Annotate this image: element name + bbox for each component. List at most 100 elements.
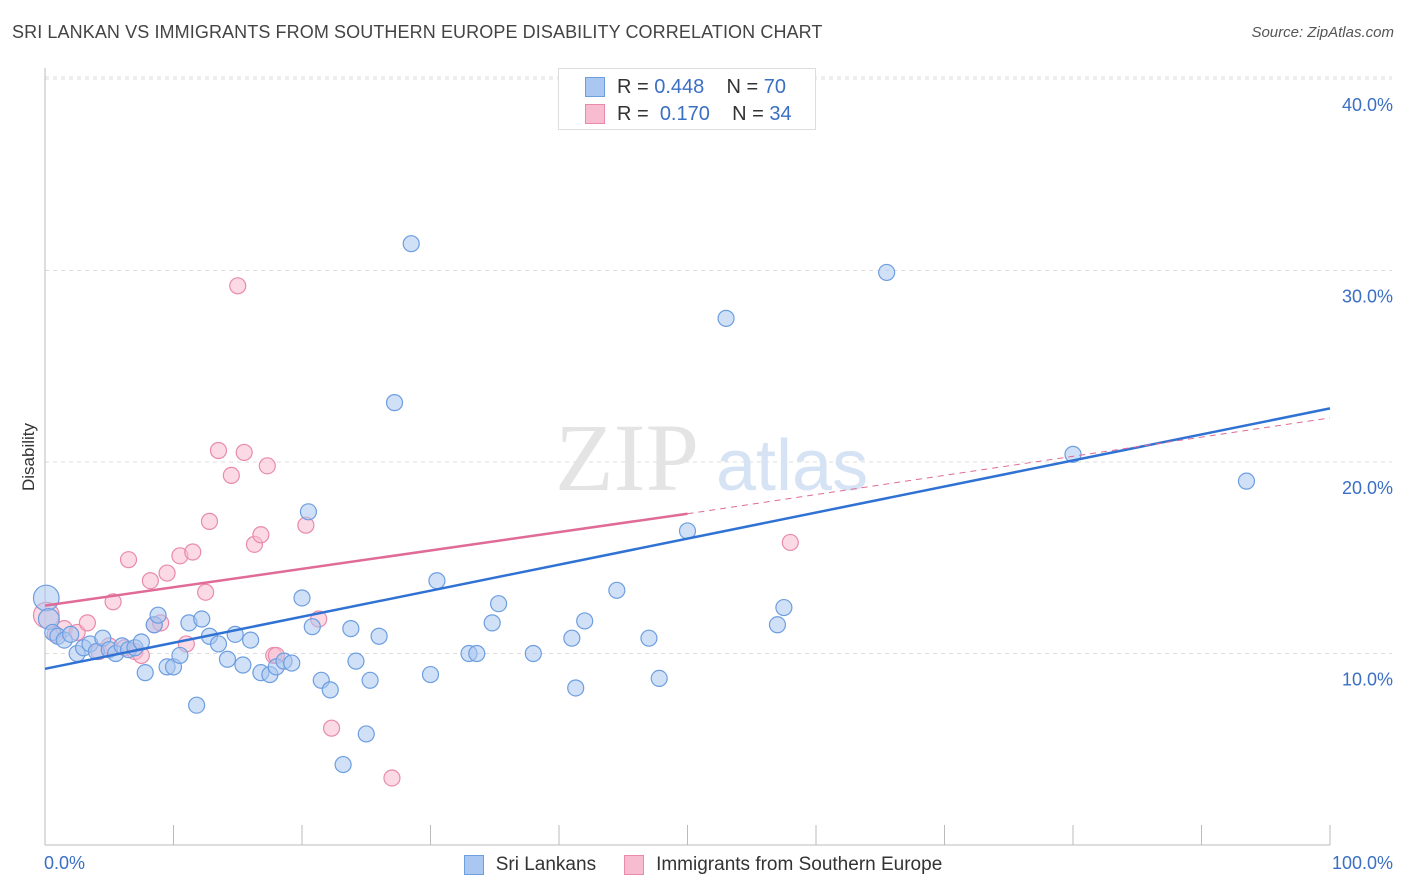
point-sri-lankans (347, 652, 365, 670)
point-sri-lankans (188, 696, 206, 714)
point-southern-europe (209, 441, 228, 460)
series-sri-lankans-points (32, 235, 1256, 774)
point-southern-europe (383, 769, 401, 787)
point-southern-europe (200, 512, 219, 530)
point-sri-lankans (299, 503, 318, 521)
legend-item-sri-lankans: Sri Lankans (463, 854, 597, 876)
trend-extension-southern-europe (687, 417, 1331, 515)
point-sri-lankans (1064, 445, 1082, 463)
legend-n-value: 34 (769, 102, 792, 125)
point-sri-lankans (402, 235, 420, 253)
point-sri-lankans (62, 625, 80, 643)
legend-swatch-pink (585, 104, 605, 124)
point-southern-europe (78, 614, 97, 632)
point-sri-lankans (193, 610, 211, 628)
point-sri-lankans (421, 665, 440, 684)
legend-r-label: R = (617, 75, 649, 98)
trend-line-southern-europe (44, 512, 688, 607)
point-sri-lankans (149, 606, 167, 624)
y-axis-label: Disability (19, 422, 38, 491)
point-sri-lankans (563, 629, 581, 647)
point-southern-europe (229, 277, 247, 295)
point-southern-europe (119, 551, 138, 569)
legend-r-label: R = (617, 102, 649, 125)
point-sri-lankans (576, 612, 594, 630)
point-southern-europe (184, 543, 202, 561)
point-southern-europe (322, 719, 341, 737)
point-sri-lankans (234, 656, 252, 674)
point-southern-europe (235, 443, 253, 462)
point-southern-europe (141, 572, 159, 590)
point-sri-lankans (303, 618, 321, 636)
legend-n-label: N = (732, 102, 764, 125)
point-sri-lankans (1237, 472, 1256, 490)
watermark-zip: ZIP (555, 404, 699, 511)
point-sri-lankans (321, 681, 339, 699)
point-sri-lankans (171, 646, 189, 665)
y-tick-label: 40.0% (1342, 95, 1393, 115)
point-sri-lankans (717, 309, 735, 327)
point-southern-europe (252, 526, 270, 544)
watermark: ZIP atlas (555, 404, 868, 511)
legend-row-southern-europe: R = 0.170 N = 34 (585, 102, 792, 126)
y-tick-label: 30.0% (1342, 287, 1393, 307)
point-sri-lankans (468, 644, 486, 663)
stats-legend: R = 0.448 N = 70 R = 0.170 N = 34 (558, 68, 816, 130)
point-southern-europe (781, 533, 799, 552)
grid-lines (45, 76, 1392, 654)
point-sri-lankans (361, 671, 379, 689)
point-sri-lankans (775, 598, 793, 617)
point-sri-lankans (608, 581, 626, 599)
point-sri-lankans (370, 627, 388, 645)
point-sri-lankans (334, 755, 352, 774)
point-sri-lankans (32, 584, 60, 612)
point-sri-lankans (878, 263, 896, 282)
point-sri-lankans (342, 620, 360, 638)
y-tick-label: 20.0% (1342, 478, 1393, 498)
legend-swatch-blue (463, 855, 484, 875)
legend-n-value: 70 (763, 75, 787, 98)
legend-swatch-blue (585, 77, 605, 97)
point-sri-lankans (209, 635, 228, 653)
point-sri-lankans (136, 664, 154, 682)
legend-label-sri-lankans: Sri Lankans (495, 854, 597, 875)
tick-labels: 10.0% 20.0% 30.0% 40.0% 0.0% 100.0% (44, 95, 1393, 873)
axes (44, 68, 1331, 846)
point-southern-europe (158, 564, 176, 582)
x-tick-label: 0.0% (44, 853, 85, 873)
point-sri-lankans (293, 589, 311, 607)
point-sri-lankans (768, 616, 787, 634)
trend-line-sri-lankans (44, 407, 1331, 671)
point-sri-lankans (640, 629, 658, 647)
legend-label-southern-europe: Immigrants from Southern Europe (656, 854, 943, 875)
point-sri-lankans (357, 725, 375, 743)
y-tick-label: 10.0% (1342, 670, 1393, 690)
point-sri-lankans (483, 614, 501, 632)
point-sri-lankans (218, 650, 237, 668)
legend-r-value: 0.448 (654, 75, 705, 98)
point-sri-lankans (242, 631, 260, 649)
point-sri-lankans (490, 595, 508, 613)
legend-item-southern-europe: Immigrants from Southern Europe (624, 854, 942, 876)
chart-title: SRI LANKAN VS IMMIGRANTS FROM SOUTHERN E… (12, 22, 823, 42)
point-sri-lankans (567, 679, 585, 697)
x-tick-label: 100.0% (1332, 853, 1393, 873)
point-sri-lankans (650, 669, 668, 687)
point-southern-europe (222, 466, 240, 485)
source-credit: Source: ZipAtlas.com (1251, 24, 1394, 41)
point-southern-europe (104, 593, 122, 611)
point-southern-europe (197, 583, 215, 601)
point-sri-lankans (524, 644, 542, 663)
point-sri-lankans (385, 394, 404, 412)
legend-swatch-pink (624, 855, 645, 875)
legend-row-sri-lankans: R = 0.448 N = 70 (585, 75, 786, 99)
point-southern-europe (258, 457, 276, 475)
point-sri-lankans (428, 572, 446, 590)
series-legend: Sri Lankans Immigrants from Southern Eur… (0, 852, 1406, 878)
trend-lines (44, 407, 1331, 671)
watermark-atlas: atlas (716, 426, 868, 506)
point-sri-lankans (283, 654, 301, 672)
legend-r-value: 0.170 (659, 102, 710, 125)
legend-n-label: N = (726, 75, 759, 98)
